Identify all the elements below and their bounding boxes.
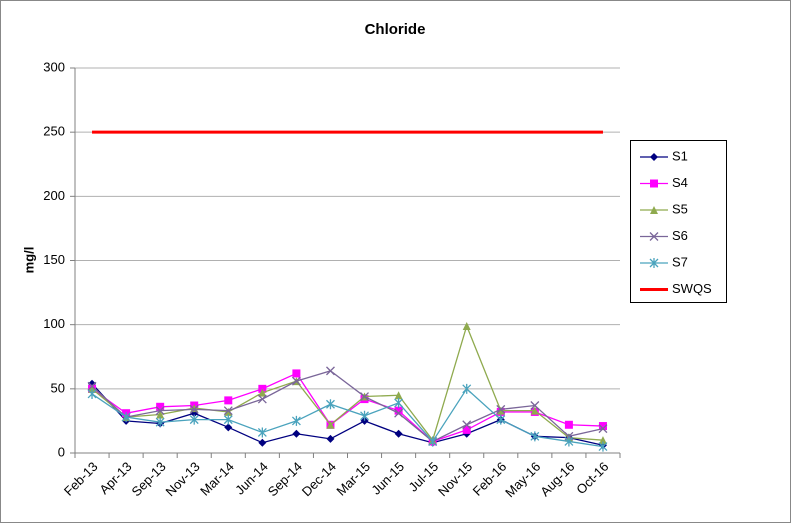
data-point	[598, 441, 608, 452]
data-point	[258, 438, 267, 447]
data-point	[326, 420, 335, 429]
y-tick-label: 300	[43, 59, 65, 74]
data-point	[326, 434, 335, 443]
legend-box	[630, 140, 727, 303]
data-point	[121, 412, 131, 423]
data-point	[462, 321, 471, 330]
data-point	[496, 406, 505, 415]
data-point	[496, 414, 506, 425]
chart-title: Chloride	[365, 21, 426, 38]
y-tick-label: 250	[43, 124, 65, 139]
data-point	[530, 406, 539, 415]
data-point	[87, 388, 97, 399]
data-point	[394, 429, 403, 438]
y-tick-label: 100	[43, 316, 65, 331]
y-tick-label: 50	[51, 380, 65, 395]
data-point	[394, 391, 403, 400]
y-tick-label: 150	[43, 252, 65, 267]
data-point	[257, 394, 267, 404]
y-axis-title: mg/l	[21, 247, 36, 274]
legend-label: S1	[672, 148, 688, 163]
data-point	[88, 384, 97, 393]
legend-marker	[649, 258, 659, 268]
data-point	[360, 410, 369, 421]
data-point	[394, 406, 403, 415]
data-point	[291, 415, 301, 426]
series-line	[91, 372, 603, 443]
legend-marker	[650, 206, 658, 214]
y-tick-label: 0	[58, 444, 65, 459]
data-point	[292, 429, 301, 438]
data-point	[291, 376, 301, 386]
data-point	[258, 388, 267, 397]
data-point	[156, 410, 165, 419]
data-point	[462, 425, 471, 434]
data-point	[223, 406, 233, 416]
y-tick-label: 200	[43, 188, 65, 203]
data-point	[564, 436, 574, 447]
data-point	[224, 396, 233, 405]
data-point	[224, 423, 233, 432]
data-point	[530, 401, 540, 410]
data-point	[292, 369, 301, 378]
data-point	[326, 399, 335, 410]
legend-label: S7	[672, 254, 688, 269]
data-point	[598, 422, 607, 431]
legend-label: SWQS	[672, 281, 712, 296]
data-point	[87, 381, 97, 391]
data-point	[360, 392, 369, 401]
data-point	[462, 383, 472, 394]
data-point	[428, 436, 438, 447]
data-point	[598, 424, 608, 434]
data-point	[394, 397, 404, 408]
data-point	[257, 427, 267, 438]
data-point	[360, 416, 369, 425]
legend-marker	[650, 153, 658, 161]
data-point	[189, 414, 199, 425]
data-point	[155, 406, 165, 416]
data-point	[394, 408, 404, 418]
data-point	[530, 431, 540, 442]
data-point	[564, 420, 573, 429]
data-point	[598, 436, 607, 445]
data-point	[224, 407, 233, 416]
data-point	[462, 420, 472, 430]
series-line	[91, 387, 604, 448]
data-point	[155, 417, 165, 428]
data-point	[189, 404, 199, 414]
legend-label: S5	[672, 201, 688, 216]
legend-label: S4	[672, 175, 688, 190]
legend-marker	[649, 232, 659, 241]
data-point	[326, 366, 335, 376]
legend-marker	[650, 179, 658, 188]
data-point	[223, 414, 233, 425]
data-point	[156, 402, 165, 411]
series-line	[91, 370, 604, 443]
data-point	[496, 404, 506, 414]
legend-label: S6	[672, 228, 688, 243]
